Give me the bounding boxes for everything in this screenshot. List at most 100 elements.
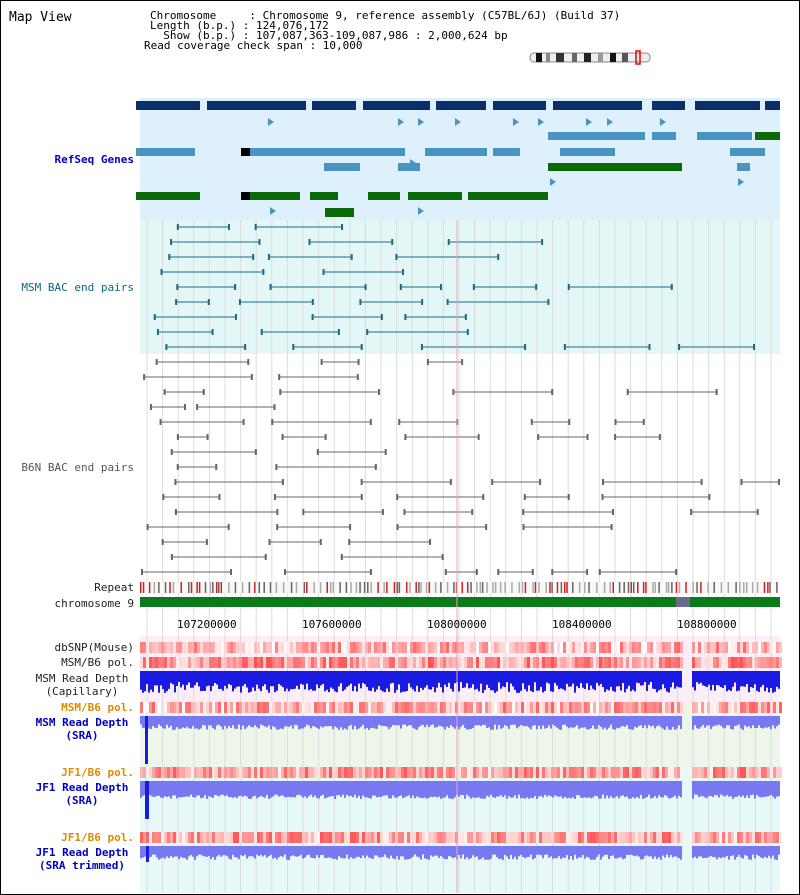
- pol-cell: [623, 657, 626, 668]
- pol-cell: [365, 642, 368, 653]
- bac-end: [626, 389, 629, 395]
- pol-cell: [152, 767, 155, 778]
- pol-cell: [320, 767, 323, 778]
- pol-cell: [368, 642, 371, 653]
- pol-cell: [350, 702, 353, 713]
- depth-bar: [246, 846, 248, 859]
- depth-bar: [240, 716, 242, 730]
- depth-bar: [534, 716, 536, 726]
- depth-bar: [772, 671, 774, 693]
- bac-end: [308, 239, 311, 245]
- depth-bar: [158, 781, 160, 796]
- depth-bar: [720, 716, 722, 726]
- depth-bar: [608, 716, 610, 728]
- pol-cell: [200, 832, 203, 843]
- pol-cell: [143, 767, 146, 778]
- depth-bar: [606, 716, 608, 730]
- pol-cell: [380, 657, 383, 668]
- chromosome-ideogram[interactable]: [529, 50, 651, 65]
- depth-bar: [730, 781, 732, 797]
- read-depth-tracks[interactable]: [140, 671, 780, 862]
- depth-bar: [314, 846, 316, 859]
- bac-end: [447, 239, 450, 245]
- depth-bar: [580, 846, 582, 858]
- pol-cell: [575, 767, 578, 778]
- pol-cell: [173, 767, 176, 778]
- pol-cell: [737, 767, 740, 778]
- depth-bar: [260, 781, 262, 796]
- b6n-bac-track[interactable]: [141, 359, 780, 575]
- pol-cell: [593, 832, 596, 843]
- polymorphism-heat-tracks[interactable]: [140, 642, 782, 843]
- pol-cell: [725, 832, 728, 843]
- pol-cell: [773, 767, 776, 778]
- pol-cell: [203, 657, 206, 668]
- depth-bar: [720, 671, 722, 688]
- pol-cell: [551, 767, 554, 778]
- depth-bar: [714, 671, 716, 691]
- depth-bar: [628, 781, 630, 799]
- pol-cell: [665, 657, 668, 668]
- depth-bar: [248, 781, 250, 799]
- depth-bar: [340, 716, 342, 728]
- repeat-feature: [218, 582, 220, 593]
- repeat-track[interactable]: [140, 582, 780, 593]
- depth-bar: [274, 781, 276, 795]
- pol-cell: [284, 642, 287, 653]
- depth-bar: [642, 716, 644, 728]
- depth-bar: [392, 671, 394, 683]
- depth-bar: [446, 716, 448, 727]
- pol-cell: [203, 832, 206, 843]
- depth-bar: [356, 846, 358, 857]
- pol-cell: [341, 702, 344, 713]
- msm-bac-track[interactable]: [153, 224, 756, 350]
- chromosome-bar[interactable]: [140, 597, 780, 607]
- depth-bar: [216, 846, 218, 857]
- pol-cell: [659, 767, 662, 778]
- pol-cell: [719, 702, 722, 713]
- gene-exon: [136, 148, 195, 156]
- depth-bar: [276, 716, 278, 730]
- pol-cell: [749, 832, 752, 843]
- pol-cell: [206, 767, 209, 778]
- pol-cell: [731, 832, 734, 843]
- depth-bar: [304, 716, 306, 728]
- pol-cell: [452, 767, 455, 778]
- depth-bar: [506, 781, 508, 799]
- pol-cell: [611, 702, 614, 713]
- pol-cell: [389, 657, 392, 668]
- depth-bar: [312, 716, 314, 727]
- bac-end: [275, 464, 278, 470]
- depth-bar: [330, 846, 332, 858]
- depth-bar: [318, 781, 320, 799]
- depth-bar: [240, 846, 242, 856]
- depth-bar: [760, 846, 762, 858]
- depth-bar: [240, 781, 242, 796]
- depth-bar: [142, 671, 144, 693]
- depth-bar: [738, 716, 740, 725]
- depth-bar: [258, 846, 260, 856]
- pol-cell: [341, 767, 344, 778]
- depth-bar: [280, 781, 282, 796]
- depth-bar: [630, 716, 632, 730]
- pol-cell: [629, 702, 632, 713]
- refseq-gene-track[interactable]: [136, 101, 780, 217]
- pol-cell: [389, 702, 392, 713]
- pol-cell: [776, 702, 779, 713]
- depth-bar: [370, 671, 372, 691]
- pol-cell: [176, 832, 179, 843]
- pol-cell: [482, 832, 485, 843]
- depth-bar: [208, 716, 210, 726]
- depth-bar: [518, 716, 520, 727]
- repeat-feature: [405, 582, 408, 593]
- depth-bar: [382, 671, 384, 692]
- gene-exon: [136, 192, 200, 200]
- depth-bar: [232, 671, 234, 692]
- pol-cell: [512, 767, 515, 778]
- depth-bar: [326, 716, 328, 727]
- pol-cell: [617, 767, 620, 778]
- depth-bar: [560, 781, 562, 797]
- chromosome-info: Chromosome : Chromosome 9, reference ass…: [150, 9, 621, 22]
- pol-cell: [566, 657, 569, 668]
